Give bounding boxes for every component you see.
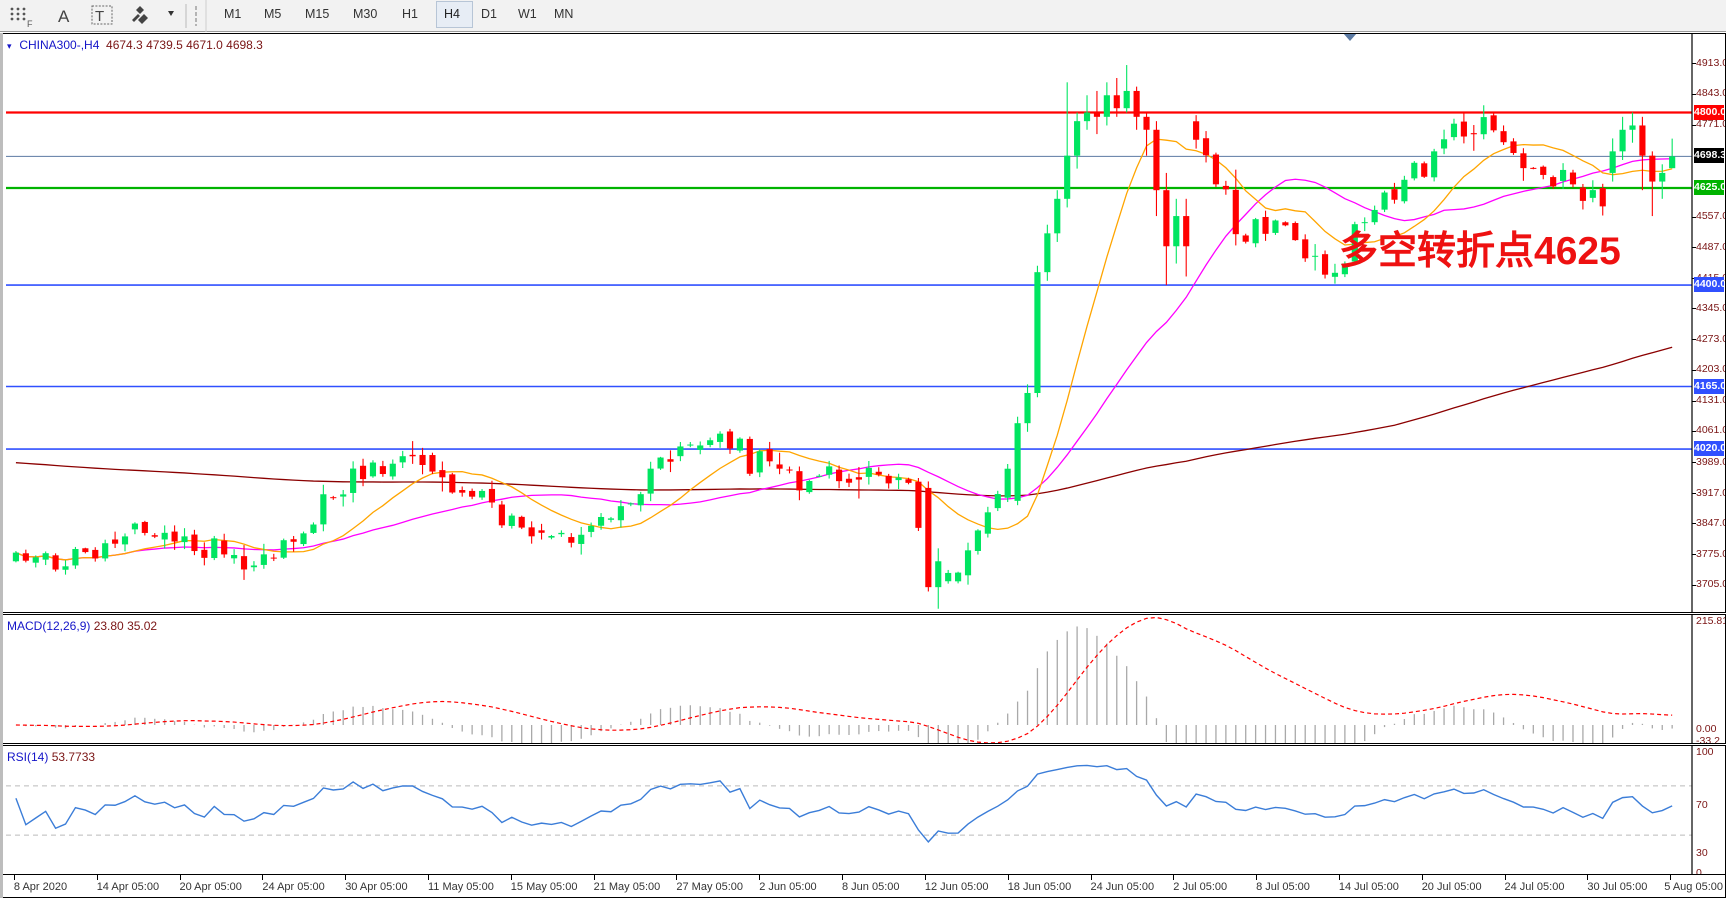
svg-text:T: T [95, 8, 104, 25]
svg-text:A: A [58, 7, 70, 26]
svg-text:F: F [27, 19, 33, 29]
